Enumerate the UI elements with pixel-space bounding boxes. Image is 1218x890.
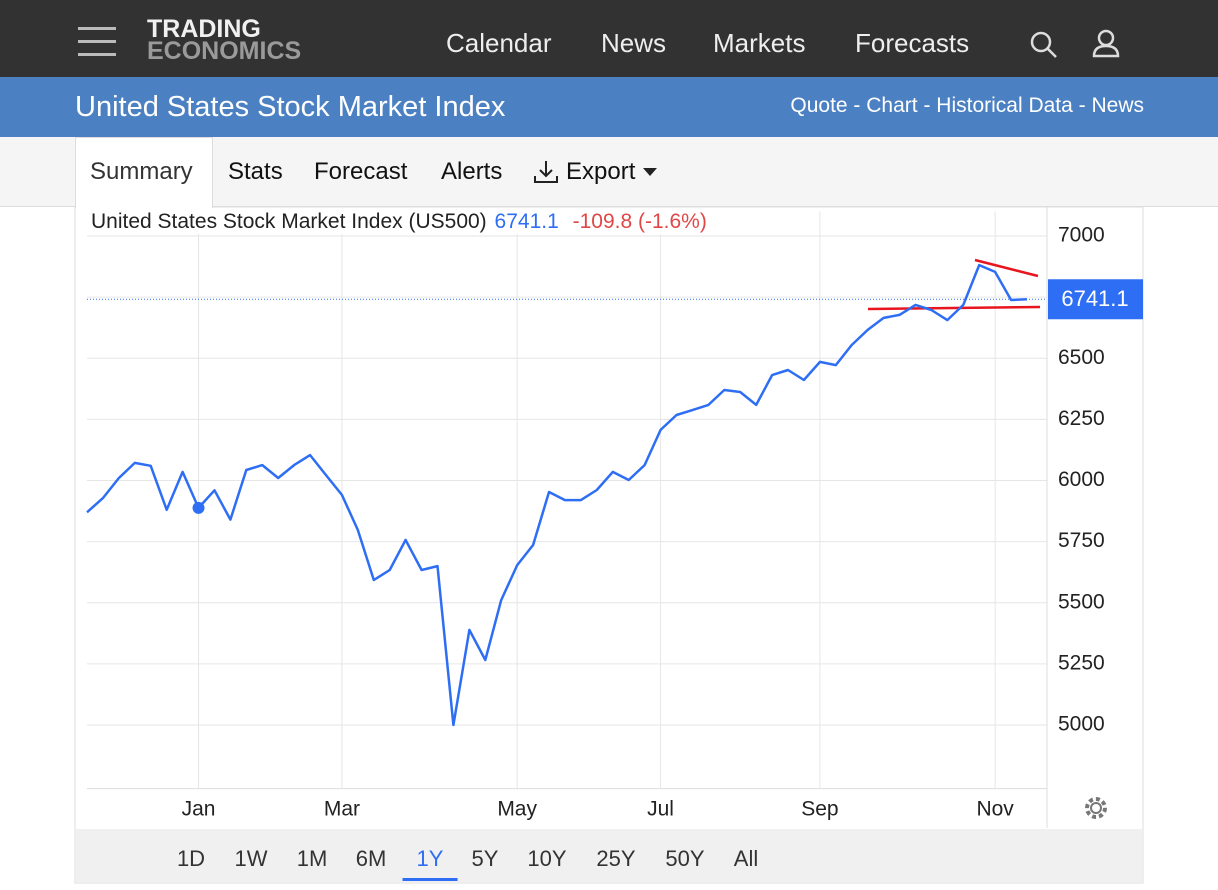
- y-tick-label: 6500: [1058, 346, 1105, 369]
- trend-line: [867, 305, 1041, 311]
- range-button[interactable]: 1D: [176, 846, 206, 871]
- range-button[interactable]: 1M: [296, 846, 328, 871]
- x-tick-label: Jan: [182, 798, 216, 821]
- settings-icon[interactable]: [1085, 797, 1107, 819]
- range-button[interactable]: 6M: [355, 846, 387, 871]
- download-icon: [534, 161, 558, 183]
- chart-title: United States Stock Market Index (US500): [91, 210, 487, 233]
- range-button[interactable]: 1W: [234, 846, 268, 871]
- tab[interactable]: Stats: [228, 158, 283, 185]
- logo-top: TRADING: [147, 15, 261, 43]
- last-value: 6741.1: [494, 210, 559, 233]
- last-price-box: [1048, 279, 1143, 320]
- page-header: United States Stock Market Index Quote -…: [0, 77, 1218, 137]
- x-tick-label: Mar: [324, 798, 360, 821]
- search-icon[interactable]: [1029, 30, 1059, 60]
- active-tab-bg: [75, 137, 213, 208]
- range-button[interactable]: 1Y: [402, 846, 458, 881]
- x-tick-label: May: [497, 798, 537, 821]
- range-button[interactable]: All: [733, 846, 759, 871]
- y-tick-label: 5500: [1058, 590, 1105, 613]
- page-title: United States Stock Market Index: [75, 91, 506, 123]
- tab[interactable]: Export: [566, 158, 636, 185]
- top-nav: TRADING ECONOMICS Calendar News Markets …: [0, 0, 1218, 77]
- y-tick-label: 5750: [1058, 529, 1105, 552]
- trend-line: [974, 258, 1039, 278]
- range-bar: [76, 829, 1142, 882]
- header-links[interactable]: Quote - Chart - Historical Data - News: [790, 94, 1144, 117]
- tabs: Summary Stats Forecast Alerts Export: [0, 137, 1218, 208]
- x-tick-label: Nov: [976, 798, 1014, 821]
- nav-link[interactable]: Forecasts: [855, 28, 970, 58]
- tab[interactable]: Summary: [90, 158, 193, 185]
- y-tick-label: 6000: [1058, 468, 1105, 491]
- range-button[interactable]: 50Y: [665, 846, 705, 871]
- y-tick-label: 5000: [1058, 713, 1105, 736]
- logo-bottom: ECONOMICS: [147, 37, 302, 65]
- x-tick-label: Jul: [647, 798, 674, 821]
- nav-link[interactable]: News: [601, 28, 667, 58]
- change: -109.8 (-1.6%): [572, 210, 707, 233]
- user-icon[interactable]: [1091, 28, 1121, 58]
- chart-legend: United States Stock Market Index (US500)…: [87, 210, 711, 234]
- y-tick-label: 6250: [1058, 407, 1105, 430]
- logo[interactable]: TRADING ECONOMICS: [147, 15, 302, 65]
- nav-link[interactable]: Calendar: [446, 28, 552, 58]
- tab[interactable]: Alerts: [441, 158, 503, 185]
- range-button[interactable]: 10Y: [527, 846, 567, 871]
- caret: [643, 168, 657, 176]
- event-marker: [192, 501, 205, 514]
- chart-panel: [74, 206, 1144, 884]
- y-tick-label: 7000: [1058, 224, 1105, 247]
- range-button[interactable]: 5Y: [471, 846, 499, 871]
- x-tick-label: Sep: [801, 798, 838, 821]
- menu-icon[interactable]: [78, 27, 118, 57]
- nav-link[interactable]: Markets: [713, 28, 806, 58]
- tab[interactable]: Forecast: [314, 158, 408, 185]
- price-line: [86, 263, 1028, 727]
- y-tick-label: 5250: [1058, 651, 1105, 674]
- range-button[interactable]: 25Y: [596, 846, 636, 871]
- last-price-label: 6741.1: [1061, 286, 1128, 311]
